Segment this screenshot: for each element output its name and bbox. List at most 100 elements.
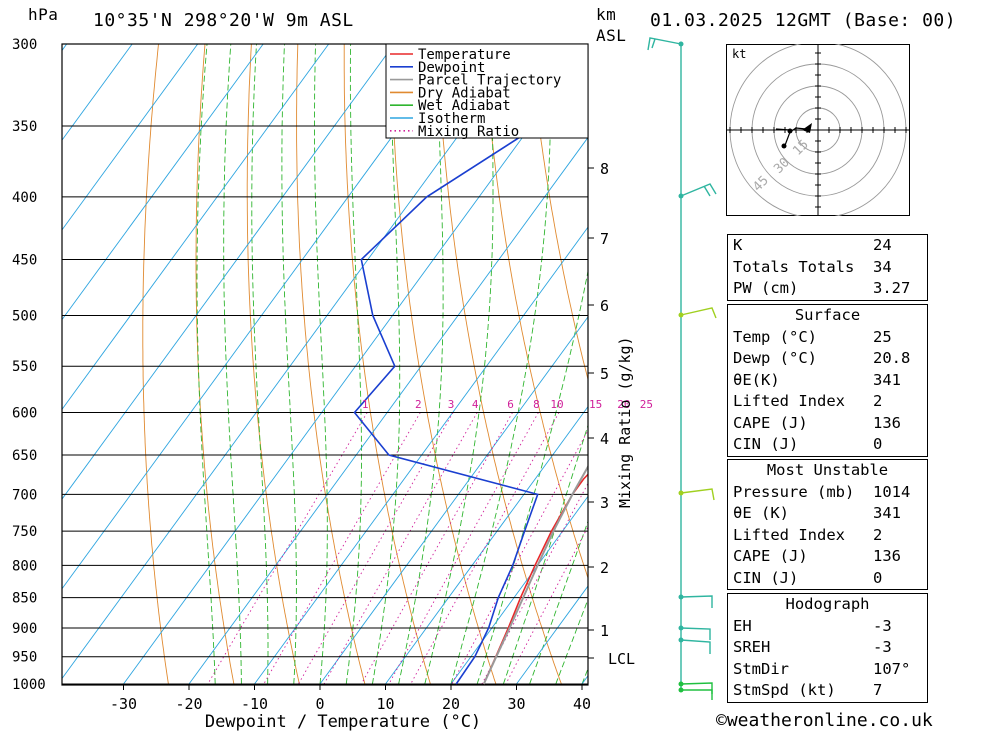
wind-barb: [680, 682, 713, 694]
wind-barb-dot: [678, 312, 684, 318]
km-tick-label: 3: [600, 494, 609, 512]
wet-adiabat-line: [424, 44, 494, 685]
dewpoint-line: [353, 44, 559, 685]
table-row-value: 3.27: [873, 279, 911, 297]
table-row: Temp (°C) 25: [728, 327, 927, 349]
table-row-value: 24: [873, 236, 892, 254]
table-row-label: CIN (J): [733, 568, 799, 587]
wind-barb-dot: [678, 637, 684, 643]
table-row: Lifted Index 2: [728, 391, 927, 413]
table-row-label: Lifted Index: [733, 525, 845, 544]
dry-adiabat-line: [994, 44, 1000, 684]
mixing-ratio-label: 2: [415, 398, 422, 411]
wet-adiabat-line: [502, 423, 588, 685]
wind-barb: [680, 627, 711, 640]
indices-table: K 24 Totals Totals 34 PW (cm) 3.27: [727, 234, 928, 301]
pressure-tick-label: 850: [12, 591, 37, 607]
dry-adiabat-line: [195, 44, 235, 685]
legend-label: Wet Adiabat: [418, 98, 511, 114]
wind-barb-dot: [678, 594, 684, 600]
wind-barb: [680, 488, 715, 501]
wind-barb-dot: [678, 41, 684, 47]
mixing-ratio-label: 1: [362, 398, 369, 411]
table-row: CAPE (J) 136: [728, 546, 927, 568]
legend-label: Dry Adiabat: [418, 85, 511, 101]
table-row-value: 2: [873, 392, 883, 410]
wind-barb-dot: [678, 687, 684, 693]
x-tick-label: -30: [110, 695, 137, 713]
temperature-line: [483, 473, 588, 685]
x-axis-label: Dewpoint / Temperature (°C): [205, 712, 481, 732]
pressure-tick-label: 900: [12, 621, 37, 637]
km-tick-label: 2: [600, 559, 609, 577]
table-row-value: 0: [873, 435, 883, 453]
wind-barb-dot: [678, 490, 684, 496]
x-tick-label: -10: [241, 695, 268, 713]
wind-barb: [680, 183, 717, 197]
dry-adiabat-line: [529, 44, 588, 382]
wet-adiabat-line: [281, 44, 297, 685]
km-tick-label: 7: [600, 230, 609, 248]
wind-barb-dot: [678, 193, 684, 199]
table-row-value: 136: [873, 413, 901, 432]
most-unstable-table: Most Unstable Pressure (mb) 1014 θE (K) 341 L…: [727, 459, 928, 590]
pressure-tick-label: 750: [12, 524, 37, 540]
pressure-tick-label: 800: [12, 558, 37, 574]
table-row: CAPE (J) 136: [728, 413, 927, 435]
mixing-ratio-label: 4: [472, 398, 479, 411]
pressure-tick-label: 450: [12, 253, 37, 269]
wet-adiabat-line: [398, 44, 444, 685]
table-row-label: K: [733, 236, 743, 254]
table-row-value: 34: [873, 257, 892, 276]
hodograph-table: Hodograph EH -3 SREH -3 StmDir 107° StmSpd (kt)…: [727, 593, 928, 703]
datetime-label: 01.03.2025 12GMT (Base: 00): [650, 10, 957, 31]
legend-label: Mixing Ratio: [418, 124, 519, 140]
wind-barb-dot: [678, 625, 684, 631]
table-row: CIN (J) 0: [728, 568, 927, 590]
table-row-label: Lifted Index: [733, 392, 845, 410]
pressure-tick-label: 300: [12, 37, 37, 53]
isotherm-line: [188, 136, 588, 685]
table-row: SREH -3: [728, 637, 927, 659]
wind-barb: [680, 595, 713, 608]
table-section-title: Most Unstable: [766, 461, 889, 479]
mixing-ratio-label: 10: [550, 398, 563, 411]
surface-table: Surface Temp (°C) 25 Dewp (°C) 20.8 θE(K) 341 L…: [727, 304, 928, 457]
legend-label: Temperature: [418, 47, 511, 63]
x-tick-label: 10: [376, 695, 394, 713]
table-row: Totals Totals 34: [728, 257, 927, 279]
pressure-tick-label: 950: [12, 650, 37, 666]
table-row: PW (cm) 3.27: [728, 278, 927, 300]
table-row: θE(K) 341: [728, 370, 927, 392]
table-row-value: 107°: [873, 659, 911, 678]
table-row: Lifted Index 2: [728, 525, 927, 547]
mixing-ratio-label: 3: [448, 398, 455, 411]
table-row-label: StmDir: [733, 659, 789, 678]
location-label: 10°35'N 298°20'W 9m ASL: [93, 10, 354, 31]
wind-barb: [681, 689, 713, 700]
pressure-tick-label: 500: [12, 309, 37, 325]
table-row: StmSpd (kt) 7: [728, 680, 927, 702]
mixing-ratio-line: [361, 412, 513, 685]
mixing-ratio-label: 15: [589, 398, 602, 411]
table-row: EH -3: [728, 616, 927, 638]
table-row-label: SREH: [733, 638, 771, 656]
x-tick-label: 20: [442, 695, 460, 713]
pressure-tick-label: 350: [12, 119, 37, 135]
pressure-tick-label: 550: [12, 359, 37, 375]
table-row-label: CIN (J): [733, 435, 799, 453]
mixing-ratio-line: [410, 412, 560, 685]
wind-barb: [680, 639, 711, 654]
km-label: km: [596, 5, 617, 24]
table-row-label: StmSpd (kt): [733, 681, 836, 699]
isotherm-line: [62, 44, 461, 590]
wind-barb-dot: [678, 681, 684, 687]
hodograph-unit-label: kt: [732, 47, 746, 61]
table-row-value: 25: [873, 327, 892, 346]
mixing-ratio-line: [323, 412, 478, 685]
table-row-value: 7: [873, 681, 883, 699]
dry-adiabat-line: [483, 44, 588, 580]
isotherm-line: [319, 316, 588, 685]
wet-adiabat-line: [476, 268, 588, 685]
